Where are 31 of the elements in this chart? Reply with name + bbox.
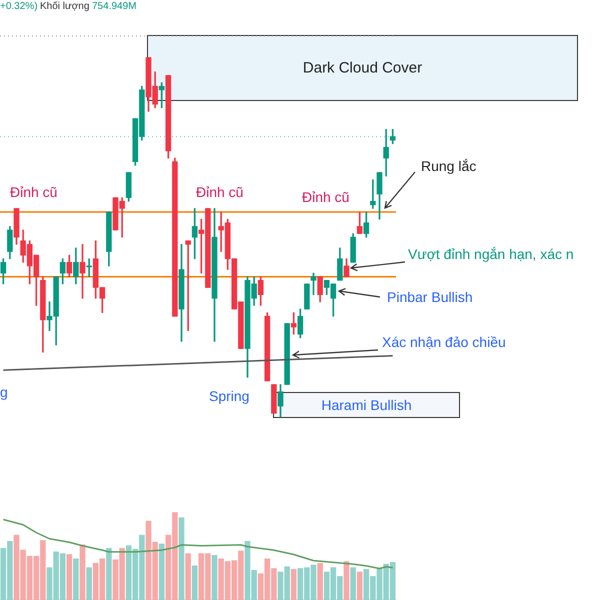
bar: [192, 566, 198, 600]
text: Khối lượng: [40, 1, 90, 12]
bar: [80, 544, 86, 600]
bar: [178, 517, 184, 600]
annotation: Đỉnh cũ: [196, 184, 244, 200]
bar: [86, 567, 92, 600]
annotation: Pinbar Bullish: [387, 289, 473, 305]
bar: [185, 553, 191, 600]
text: 754.949M: [92, 1, 136, 12]
annotation: Spring: [209, 388, 250, 404]
bar: [350, 567, 356, 600]
text: Rung lắc: [421, 158, 476, 174]
annotation: g: [0, 384, 8, 400]
text: +0.32%): [0, 1, 38, 12]
bar: [73, 558, 79, 600]
bar: [317, 562, 323, 600]
annotation: Harami Bullish: [321, 397, 412, 413]
candlestick: [310, 272, 316, 296]
bar: [106, 548, 112, 600]
bar: [212, 555, 218, 600]
annotation: Dark Cloud Cover: [302, 60, 422, 76]
annotation: Đỉnh cũ: [10, 184, 58, 200]
bar: [344, 561, 350, 600]
annotation: Xác nhận đảo chiều: [382, 334, 506, 350]
candlestick: [80, 244, 86, 299]
bar: [66, 554, 72, 600]
annotation: Đỉnh cũ: [302, 189, 350, 205]
bar: [356, 572, 363, 600]
bar: [158, 544, 165, 600]
text: Vượt đỉnh ngắn hạn, xác n: [408, 246, 574, 262]
bar: [290, 569, 297, 600]
